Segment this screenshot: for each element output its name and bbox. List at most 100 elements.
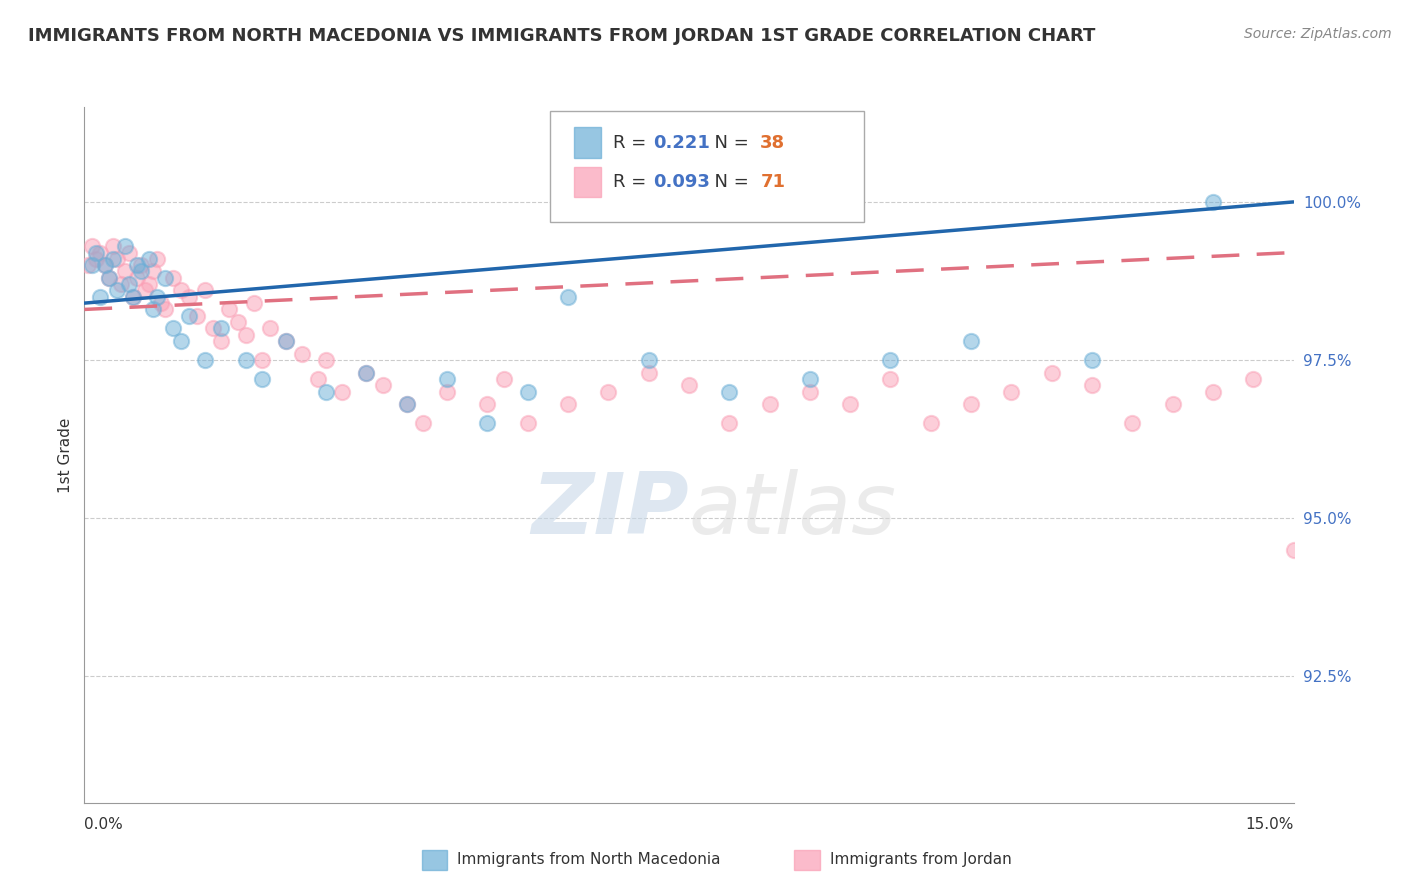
Point	[82, 239, 104, 253]
Text: IMMIGRANTS FROM NORTH MACEDONIA VS IMMIGRANTS FROM JORDAN 1ST GRADE CORRELATION : IMMIGRANTS FROM NORTH MACEDONIA VS IMMIG…	[28, 27, 1095, 45]
Point	[209, 321, 232, 335]
Point	[125, 258, 148, 272]
Text: ZIP: ZIP	[531, 469, 689, 552]
Point	[235, 353, 257, 368]
Point	[1202, 384, 1225, 399]
Point	[89, 245, 111, 260]
Point	[1362, 384, 1385, 399]
Point	[235, 327, 257, 342]
Point	[557, 397, 579, 411]
Point	[799, 372, 821, 386]
Point	[114, 239, 136, 253]
Point	[291, 347, 314, 361]
Point	[142, 264, 165, 278]
Point	[678, 378, 700, 392]
Point	[274, 334, 297, 348]
Point	[960, 334, 983, 348]
Point	[1040, 366, 1063, 380]
Point	[1403, 397, 1406, 411]
Point	[186, 309, 208, 323]
Point	[86, 252, 108, 266]
Point	[194, 284, 217, 298]
Text: 0.0%: 0.0%	[84, 817, 124, 831]
Point	[118, 277, 141, 292]
Point	[86, 245, 108, 260]
Point	[121, 290, 143, 304]
Point	[125, 270, 148, 285]
Point	[477, 397, 499, 411]
Point	[1323, 417, 1346, 431]
Point	[758, 397, 780, 411]
Point	[718, 417, 741, 431]
Point	[162, 270, 184, 285]
Point	[477, 417, 499, 431]
Text: atlas: atlas	[689, 469, 897, 552]
Point	[129, 264, 152, 278]
Text: 0.093: 0.093	[652, 173, 710, 191]
Point	[153, 302, 176, 317]
Point	[110, 277, 132, 292]
Point	[101, 252, 124, 266]
Point	[395, 397, 418, 411]
Point	[134, 284, 156, 298]
FancyBboxPatch shape	[550, 111, 865, 222]
Point	[97, 270, 120, 285]
Point	[799, 384, 821, 399]
Point	[146, 252, 169, 266]
Point	[170, 284, 193, 298]
Point	[1202, 194, 1225, 209]
Point	[101, 239, 124, 253]
Point	[412, 417, 434, 431]
Point	[142, 302, 165, 317]
Point	[960, 397, 983, 411]
Point	[356, 366, 378, 380]
Point	[516, 384, 538, 399]
Point	[371, 378, 394, 392]
Point	[250, 372, 273, 386]
Point	[89, 290, 111, 304]
Point	[1282, 542, 1305, 557]
Point	[105, 284, 128, 298]
Point	[146, 290, 169, 304]
Text: Immigrants from Jordan: Immigrants from Jordan	[830, 853, 1011, 867]
Point	[118, 245, 141, 260]
Point	[121, 290, 143, 304]
Point	[129, 258, 152, 272]
Point	[209, 334, 232, 348]
Point	[202, 321, 225, 335]
Point	[1161, 397, 1184, 411]
Text: R =: R =	[613, 134, 652, 152]
Point	[879, 372, 901, 386]
Y-axis label: 1st Grade: 1st Grade	[58, 417, 73, 492]
Text: 38: 38	[761, 134, 786, 152]
Point	[274, 334, 297, 348]
Point	[315, 353, 337, 368]
Text: N =: N =	[703, 134, 755, 152]
Point	[492, 372, 515, 386]
Point	[170, 334, 193, 348]
Point	[920, 417, 942, 431]
Point	[149, 296, 172, 310]
Point	[330, 384, 353, 399]
Point	[93, 258, 115, 272]
Point	[436, 372, 458, 386]
Text: 71: 71	[761, 173, 786, 191]
Text: R =: R =	[613, 173, 652, 191]
Point	[637, 353, 659, 368]
Point	[250, 353, 273, 368]
Point	[1241, 372, 1264, 386]
Text: Immigrants from North Macedonia: Immigrants from North Macedonia	[457, 853, 720, 867]
Point	[356, 366, 378, 380]
Text: 0.221: 0.221	[652, 134, 710, 152]
Point	[114, 264, 136, 278]
Point	[179, 290, 201, 304]
FancyBboxPatch shape	[574, 128, 600, 158]
Point	[598, 384, 620, 399]
Point	[1000, 384, 1022, 399]
Point	[1121, 417, 1143, 431]
Point	[1081, 353, 1104, 368]
Text: 15.0%: 15.0%	[1246, 817, 1294, 831]
Point	[82, 258, 104, 272]
Point	[218, 302, 240, 317]
Text: N =: N =	[703, 173, 755, 191]
